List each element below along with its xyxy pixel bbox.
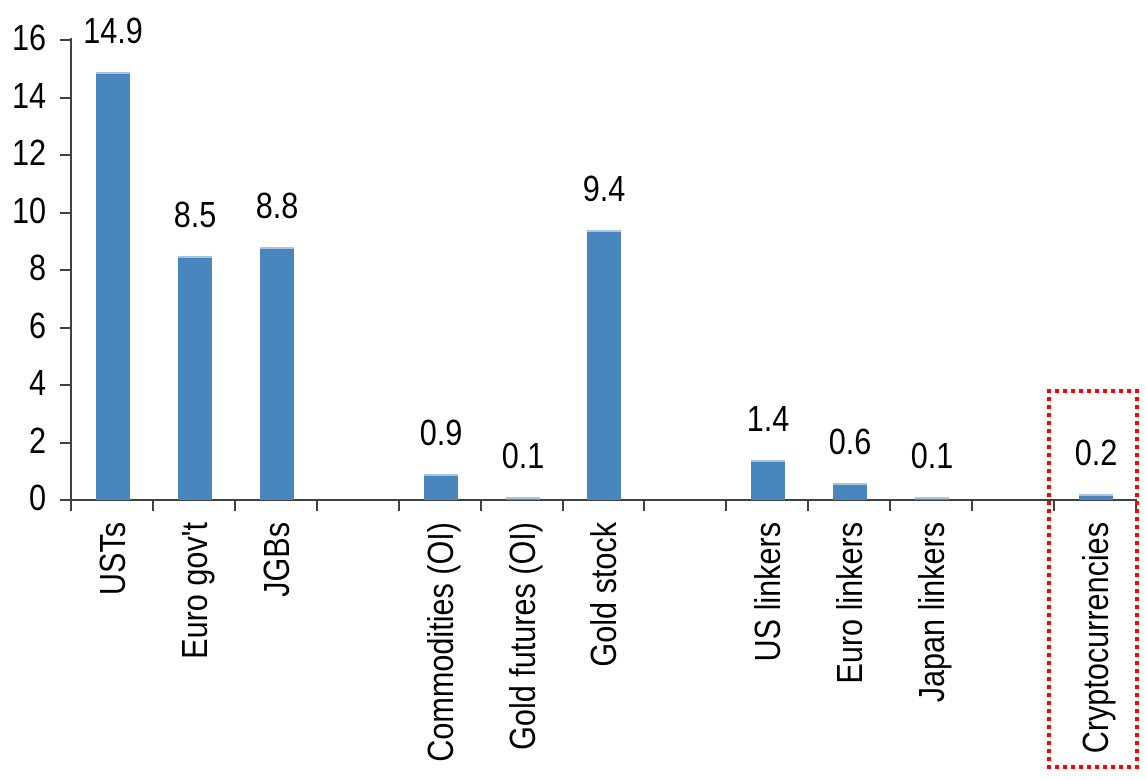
bar-gold-futures-oi: [506, 497, 540, 500]
y-axis-tick: [60, 212, 72, 214]
category-label-japan-linkers: Japan linkers: [911, 522, 952, 703]
x-axis-tick: [889, 500, 891, 511]
bar-euro-linkers: [833, 483, 867, 500]
bar-cryptocurrencies: [1079, 494, 1113, 500]
x-axis-tick: [562, 500, 564, 511]
x-axis-tick: [70, 500, 72, 511]
category-label-euro-linkers: Euro linkers: [829, 522, 870, 684]
x-axis-tick: [152, 500, 154, 511]
category-label-gold-futures-oi: Gold futures (OI): [502, 522, 543, 750]
highlight-box-edge: [1047, 389, 1051, 769]
x-axis-line: [70, 499, 1137, 501]
highlight-box-cryptocurrencies: [1047, 389, 1139, 769]
x-axis-tick: [480, 500, 482, 511]
x-axis-tick: [807, 500, 809, 511]
y-axis-tick-label: 6: [28, 305, 46, 346]
y-axis-tick: [60, 499, 72, 501]
y-axis-tick: [60, 39, 72, 41]
y-axis-tick-label: 14: [11, 75, 47, 116]
value-label-commodities-oi: 0.9: [419, 412, 463, 453]
y-axis-tick: [60, 97, 72, 99]
category-label-jgbs: JGBs: [256, 522, 297, 597]
bar-euro-gov-t: [178, 256, 212, 500]
value-label-euro-linkers: 0.6: [828, 421, 872, 462]
y-axis-tick: [60, 327, 72, 329]
value-label-gold-stock: 9.4: [582, 168, 626, 209]
y-axis-tick: [60, 269, 72, 271]
highlight-box-edge: [1047, 389, 1139, 393]
value-label-euro-gov-t: 8.5: [173, 194, 217, 235]
value-label-jgbs: 8.8: [255, 185, 299, 226]
y-axis-tick: [60, 384, 72, 386]
value-label-usts: 14.9: [83, 10, 143, 51]
bar-usts: [96, 72, 130, 500]
bar-us-linkers: [751, 460, 785, 500]
x-axis-tick: [316, 500, 318, 511]
y-axis-tick-label: 10: [11, 190, 47, 231]
x-axis-tick: [1053, 500, 1055, 511]
y-axis-tick-label: 8: [28, 247, 46, 288]
y-axis-tick-label: 16: [11, 17, 47, 58]
category-label-euro-gov-t: Euro gov't: [174, 522, 215, 659]
y-axis-tick-label: 12: [11, 132, 47, 173]
value-label-gold-futures-oi: 0.1: [501, 435, 545, 476]
value-label-cryptocurrencies: 0.2: [1074, 432, 1118, 473]
category-label-commodities-oi: Commodities (OI): [420, 522, 461, 762]
value-label-us-linkers: 1.4: [746, 398, 790, 439]
x-axis-tick: [398, 500, 400, 511]
bar-gold-stock: [587, 230, 621, 500]
x-axis-tick: [234, 500, 236, 511]
y-axis-tick: [60, 442, 72, 444]
x-axis-tick: [971, 500, 973, 511]
category-label-usts: USTs: [92, 522, 133, 596]
bar-japan-linkers: [915, 497, 949, 500]
y-axis-tick-label: 2: [28, 420, 46, 461]
y-axis-tick: [60, 154, 72, 156]
y-axis-tick-label: 4: [28, 362, 46, 403]
y-axis-tick-label: 0: [28, 477, 46, 518]
highlight-box-edge: [1135, 389, 1139, 769]
highlight-box-edge: [1047, 765, 1139, 769]
category-label-gold-stock: Gold stock: [583, 522, 624, 667]
bar-commodities-oi: [424, 474, 458, 500]
value-label-japan-linkers: 0.1: [910, 435, 954, 476]
x-axis-tick: [725, 500, 727, 511]
bar-jgbs: [260, 247, 294, 500]
category-label-us-linkers: US linkers: [747, 522, 788, 662]
x-axis-tick: [643, 500, 645, 511]
